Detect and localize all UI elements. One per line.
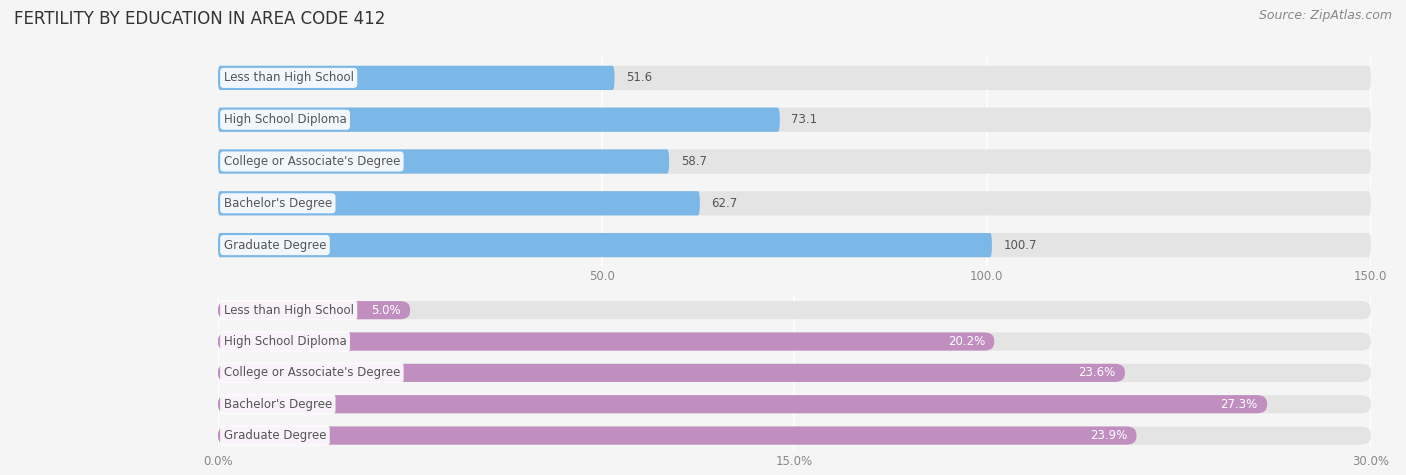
FancyBboxPatch shape	[218, 107, 780, 132]
Text: Less than High School: Less than High School	[224, 304, 354, 317]
FancyBboxPatch shape	[218, 427, 1371, 445]
FancyBboxPatch shape	[218, 149, 1371, 174]
FancyBboxPatch shape	[218, 233, 1371, 257]
FancyBboxPatch shape	[218, 191, 1371, 216]
FancyBboxPatch shape	[218, 332, 994, 351]
Text: 58.7: 58.7	[681, 155, 707, 168]
FancyBboxPatch shape	[218, 364, 1125, 382]
FancyBboxPatch shape	[218, 66, 614, 90]
Text: Less than High School: Less than High School	[224, 71, 354, 85]
Text: Graduate Degree: Graduate Degree	[224, 429, 326, 442]
Text: FERTILITY BY EDUCATION IN AREA CODE 412: FERTILITY BY EDUCATION IN AREA CODE 412	[14, 10, 385, 28]
Text: 100.7: 100.7	[1004, 238, 1038, 252]
Text: Source: ZipAtlas.com: Source: ZipAtlas.com	[1258, 10, 1392, 22]
Text: High School Diploma: High School Diploma	[224, 113, 346, 126]
Text: 23.9%: 23.9%	[1090, 429, 1128, 442]
FancyBboxPatch shape	[218, 149, 669, 174]
FancyBboxPatch shape	[218, 191, 700, 216]
Text: 5.0%: 5.0%	[371, 304, 401, 317]
Text: College or Associate's Degree: College or Associate's Degree	[224, 155, 401, 168]
Text: High School Diploma: High School Diploma	[224, 335, 346, 348]
Text: 23.6%: 23.6%	[1078, 366, 1116, 380]
FancyBboxPatch shape	[218, 233, 991, 257]
Text: 73.1: 73.1	[792, 113, 817, 126]
Text: 20.2%: 20.2%	[948, 335, 986, 348]
FancyBboxPatch shape	[218, 427, 1136, 445]
Text: 62.7: 62.7	[711, 197, 738, 210]
FancyBboxPatch shape	[218, 395, 1371, 413]
FancyBboxPatch shape	[218, 395, 1267, 413]
FancyBboxPatch shape	[218, 364, 1371, 382]
FancyBboxPatch shape	[218, 301, 411, 319]
Text: Bachelor's Degree: Bachelor's Degree	[224, 197, 332, 210]
FancyBboxPatch shape	[218, 301, 1371, 319]
Text: 51.6: 51.6	[626, 71, 652, 85]
Text: Graduate Degree: Graduate Degree	[224, 238, 326, 252]
Text: 27.3%: 27.3%	[1220, 398, 1258, 411]
Text: College or Associate's Degree: College or Associate's Degree	[224, 366, 401, 380]
FancyBboxPatch shape	[218, 66, 1371, 90]
FancyBboxPatch shape	[218, 332, 1371, 351]
Text: Bachelor's Degree: Bachelor's Degree	[224, 398, 332, 411]
FancyBboxPatch shape	[218, 107, 1371, 132]
